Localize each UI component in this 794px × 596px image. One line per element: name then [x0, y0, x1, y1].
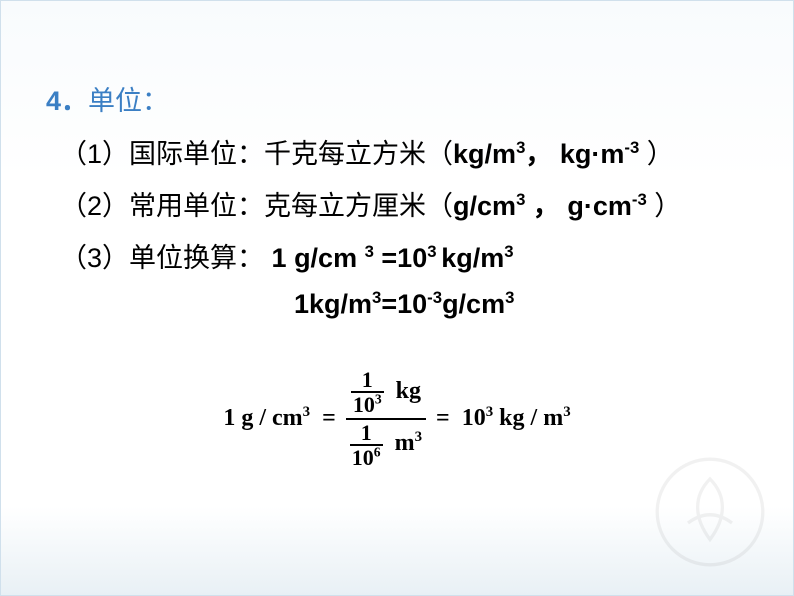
watermark-icon — [655, 457, 765, 567]
eq-equals-1: = — [322, 405, 336, 432]
section-heading: 4．单位： — [46, 79, 748, 118]
item-2-label: 常用单位：克每立方厘米（ — [129, 191, 453, 221]
eq-big-fraction: 1 103 kg 1 106 m3 — [346, 368, 426, 468]
item-3-marker: （3） — [60, 243, 129, 273]
item-3: （3）单位换算： 1 g/cm 3 =103 kg/m3 — [46, 240, 748, 278]
slide-content: 4．单位： （1）国际单位：千克每立方米（kg/m3， kg·m-3 ） （2）… — [1, 1, 793, 469]
eq-equals-2: = — [436, 405, 450, 432]
heading-title: 单位： — [88, 86, 169, 116]
heading-number: 4． — [46, 86, 88, 116]
item-1: （1）国际单位：千克每立方米（kg/m3， kg·m-3 ） — [46, 136, 748, 174]
equation-derivation: 1 g / cm3 = 1 103 kg 1 106 m3 — [46, 368, 748, 468]
conv-line2: 1kg/m3=10-3g/cm3 — [46, 289, 748, 320]
item-2-unit1: g/cm3 — [453, 191, 525, 221]
item-3-label: 单位换算： — [129, 243, 272, 273]
item-1-marker: （1） — [60, 139, 129, 169]
item-2-unit2: g·cm-3 — [567, 191, 646, 221]
item-1-label: 国际单位：千克每立方米（ — [129, 139, 453, 169]
item-2: （2）常用单位：克每立方厘米（g/cm3 ， g·cm-3 ） — [46, 188, 748, 226]
item-1-unit2: kg·m-3 — [560, 139, 639, 169]
eq-numerator: 1 103 kg — [347, 368, 425, 416]
eq-denominator: 1 106 m3 — [346, 421, 426, 469]
eq-lhs: 1 g / cm3 — [223, 405, 310, 432]
eq-rhs: 103 kg / m3 — [462, 405, 571, 432]
item-1-unit1: kg/m3 — [453, 139, 525, 169]
item-2-marker: （2） — [60, 191, 129, 221]
conv-line1: 1 g/cm 3 =103 kg/m3 — [272, 243, 514, 273]
